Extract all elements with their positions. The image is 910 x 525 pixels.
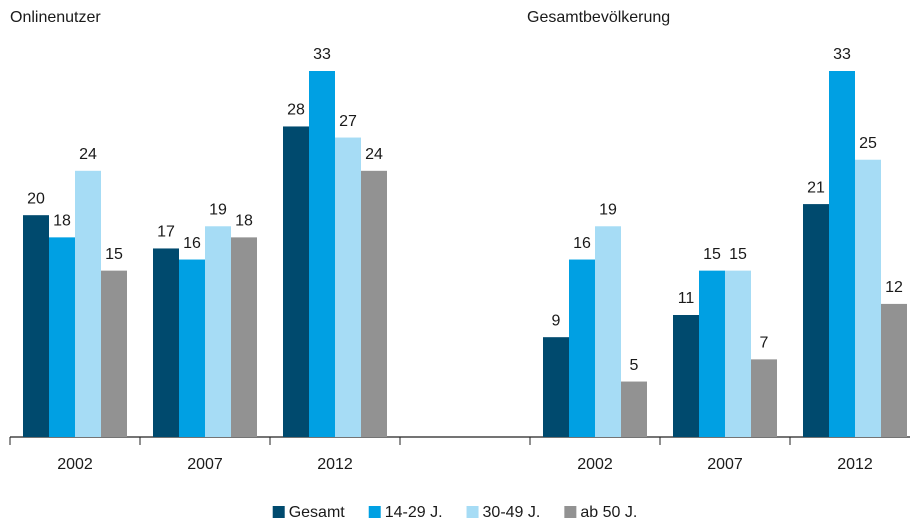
data-label: 9 [552,312,561,329]
legend-swatch [564,506,577,518]
data-label: 33 [833,46,851,63]
data-label: 25 [859,135,877,152]
bar [621,381,647,437]
data-label: 5 [630,357,639,374]
bar [23,215,49,437]
bar [361,170,387,437]
legend-label: ab 50 J. [580,504,637,521]
bar [179,259,205,437]
data-label: 19 [599,201,617,218]
bar [751,359,777,437]
data-label: 20 [27,190,45,207]
bar [75,170,101,437]
data-label: 11 [678,290,695,307]
bar [829,71,855,437]
bar [283,126,309,438]
panel-title: Gesamtbevölkerung [527,9,670,26]
x-tick-label: 2002 [57,456,93,473]
data-label: 12 [885,279,903,296]
legend-swatch [272,506,285,518]
data-label: 17 [157,224,175,241]
bar [101,270,127,437]
bar [205,226,231,437]
x-tick-label: 2007 [707,456,743,473]
bar [335,137,361,437]
data-label: 15 [703,246,721,263]
legend-swatch [368,506,381,518]
bar [881,303,907,437]
bar [673,315,699,437]
data-label: 24 [365,146,383,163]
bar [595,226,621,437]
bar [569,259,595,437]
bar [49,237,75,437]
bar [543,337,569,437]
legend-label: Gesamt [289,504,346,521]
panel-title: Onlinenutzer [10,9,101,26]
bar [153,248,179,437]
x-tick-label: 2002 [577,456,613,473]
bar [699,270,725,437]
data-label: 27 [339,113,357,130]
legend-label: 14-29 J. [385,504,443,521]
data-label: 16 [183,235,201,252]
data-label: 33 [313,46,331,63]
data-label: 15 [729,246,747,263]
bar [309,71,335,437]
bar [725,270,751,437]
legend-swatch [466,506,479,518]
data-label: 19 [209,201,227,218]
bar [231,237,257,437]
x-tick-label: 2012 [837,456,873,473]
bar [803,204,829,437]
data-label: 15 [105,246,123,263]
data-label: 18 [235,213,253,230]
bar [855,159,881,437]
data-label: 18 [53,213,71,230]
x-tick-label: 2012 [317,456,353,473]
data-label: 28 [287,102,305,119]
data-label: 24 [79,146,97,163]
data-label: 21 [807,179,825,196]
legend-label: 30-49 J. [483,504,541,521]
data-label: 16 [573,235,591,252]
data-label: 7 [760,335,769,352]
x-tick-label: 2007 [187,456,223,473]
